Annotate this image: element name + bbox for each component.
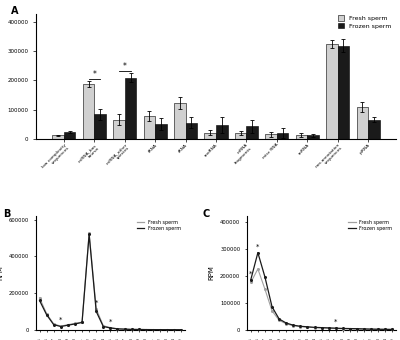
Text: *: * xyxy=(256,243,260,250)
Y-axis label: RPM: RPM xyxy=(0,69,2,84)
Bar xyxy=(296,135,307,139)
Bar xyxy=(204,133,216,139)
Text: *: * xyxy=(109,318,112,324)
Bar xyxy=(174,103,186,139)
Bar xyxy=(94,115,106,139)
Text: *: * xyxy=(94,300,98,305)
Bar xyxy=(356,107,368,139)
Bar xyxy=(52,135,64,139)
Bar xyxy=(216,125,228,139)
Text: *: * xyxy=(92,70,96,79)
Legend: Fresh sperm, Frozen sperm: Fresh sperm, Frozen sperm xyxy=(347,219,394,232)
Text: C: C xyxy=(203,209,210,219)
Y-axis label: RPM: RPM xyxy=(0,266,3,280)
Text: *: * xyxy=(334,319,338,325)
Text: *: * xyxy=(59,317,62,323)
Text: *: * xyxy=(123,62,127,71)
Text: B: B xyxy=(3,209,11,219)
Legend: Fresh sperm, Frozen sperm: Fresh sperm, Frozen sperm xyxy=(136,219,182,232)
Bar xyxy=(64,132,76,139)
Y-axis label: RPM: RPM xyxy=(208,266,214,280)
Bar xyxy=(246,126,258,139)
Bar xyxy=(83,84,94,139)
Legend: Fresh sperm, Frozen sperm: Fresh sperm, Frozen sperm xyxy=(337,14,393,30)
Bar xyxy=(113,120,125,139)
Bar xyxy=(307,135,319,139)
Bar xyxy=(338,46,349,139)
Bar xyxy=(277,133,288,139)
Bar xyxy=(125,78,136,139)
Bar xyxy=(155,124,167,139)
Text: A: A xyxy=(11,6,18,16)
Bar xyxy=(144,116,155,139)
Text: *: * xyxy=(249,271,252,276)
Bar xyxy=(326,44,338,139)
Bar xyxy=(186,123,197,139)
Bar xyxy=(368,120,380,139)
Bar xyxy=(265,134,277,139)
Bar xyxy=(235,133,246,139)
